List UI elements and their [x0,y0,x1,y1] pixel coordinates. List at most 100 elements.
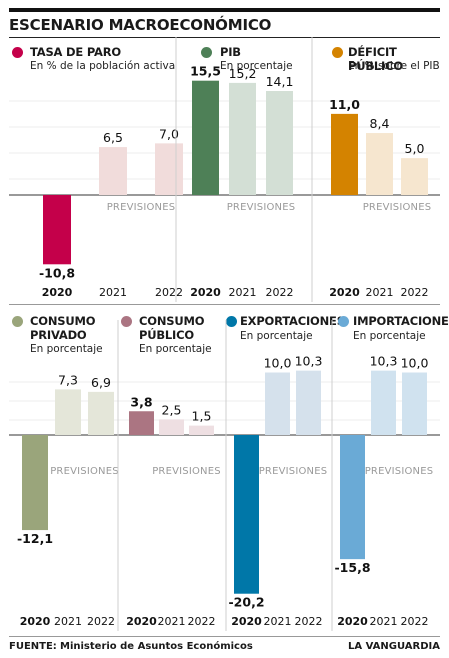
consumo_publico-bar-2021 [159,419,184,435]
consumo_publico-value-label-2020: 3,8 [130,394,152,409]
consumo_privado-value-label-2020: -12,1 [17,531,53,546]
deficit-bar-2021 [366,133,393,195]
deficit-value-label-2022: 5,0 [405,141,425,156]
paro-value-label-2020: -10,8 [39,265,75,280]
paro-title: TASA DE PARO [30,45,121,59]
paro-year-label-2021: 2021 [99,286,127,299]
footer-brand: LA VANGUARDIA [348,641,440,652]
deficit-year-label-2021: 2021 [366,286,394,299]
paro-forecast-label: PREVISIONES [107,202,176,213]
consumo_privado-value-label-2021: 7,3 [58,372,78,387]
importaciones-forecast-label: PREVISIONES [365,466,434,477]
deficit-bar-2022 [401,158,428,195]
consumo_privado-year-label-2022: 2022 [87,615,115,628]
exportaciones-year-label-2022: 2022 [295,615,323,628]
importaciones-subtitle: En porcentaje [353,330,426,342]
row-separator [9,304,440,305]
exportaciones-bar-2021 [265,372,290,435]
importaciones-value-label-2022: 10,0 [401,356,429,371]
exportaciones-year-label-2021: 2021 [264,615,292,628]
pib-year-label-2020: 2020 [190,286,221,299]
consumo-privado-title: CONSUMO PRIVADO [30,314,96,342]
paro-bar-2020 [43,195,71,265]
paro-bar-2022 [155,143,183,195]
importaciones-bar-2021 [371,370,396,435]
consumo_privado-forecast-label: PREVISIONES [50,466,119,477]
deficit-year-label-2022: 2022 [401,286,429,299]
importaciones-title: IMPORTACIONES [353,314,449,328]
consumo_publico-year-label-2021: 2021 [158,615,186,628]
deficit-value-label-2020: 11,0 [329,97,360,112]
importaciones-year-label-2021: 2021 [370,615,398,628]
exportaciones-legend-dot [226,316,237,327]
consumo_publico-year-label-2022: 2022 [188,615,216,628]
exportaciones-bar-2020 [234,435,259,594]
exportaciones-year-label-2020: 2020 [231,615,262,628]
deficit-bar-2020 [331,113,358,195]
exportaciones-forecast-label: PREVISIONES [259,466,328,477]
consumo_privado-year-label-2020: 2020 [20,615,51,628]
brand-text: LA VANGUARDIA [348,641,440,652]
deficit-subtitle: En % sobre el PIB [348,60,440,72]
consumo_publico-bar-2020 [129,411,154,435]
deficit-value-label-2021: 8,4 [370,116,390,131]
consumo_publico-bar-2022 [189,425,214,435]
deficit-year-label-2020: 2020 [329,286,360,299]
pib-title: PIB [220,45,241,59]
source-label: FUENTE: [9,641,57,652]
importaciones-bar-2022 [402,372,427,435]
source-text: Ministerio de Asuntos Económicos [60,641,253,652]
pib-bar-2020 [192,80,219,195]
pib-subtitle: En porcentaje [220,60,293,72]
infographic-title: ESCENARIO MACROECONÓMICO [9,16,272,34]
pib-forecast-label: PREVISIONES [227,202,296,213]
consumo_privado-year-label-2021: 2021 [54,615,82,628]
exportaciones-bar-2022 [296,370,321,435]
pib-bar-2021 [229,82,256,195]
consumo_publico-value-label-2021: 2,5 [162,402,182,417]
pib-bar-2022 [266,91,293,195]
importaciones-value-label-2020: -15,8 [334,560,370,575]
pib-value-label-2020: 15,5 [190,64,221,79]
paro-year-label-2020: 2020 [42,286,73,299]
consumo-publico-title: CONSUMO PÚBLICO [139,314,205,342]
paro-value-label-2022: 7,0 [159,126,179,141]
exportaciones-value-label-2022: 10,3 [295,354,323,369]
consumo_publico-value-label-2022: 1,5 [192,409,212,424]
pib-legend-dot [201,47,212,58]
pib-value-label-2021: 15,2 [229,66,257,81]
top-rule [9,8,440,12]
importaciones-year-label-2020: 2020 [337,615,368,628]
deficit-forecast-label: PREVISIONES [363,202,432,213]
footer-source: FUENTE: Ministerio de Asuntos Económicos [9,641,253,652]
deficit-title: DÉFICIT PÚBLICO [348,45,403,73]
pib-value-label-2022: 14,1 [266,74,294,89]
title-rule [9,37,440,38]
paro-bar-2021 [99,147,127,195]
consumo_privado-bar-2022 [88,391,114,435]
exportaciones-title: EXPORTACIONES [240,314,345,328]
deficit-legend-dot [332,47,343,58]
importaciones-value-label-2021: 10,3 [370,354,398,369]
consumo_privado-bar-2021 [55,389,81,435]
consumo_privado-bar-2020 [22,435,48,531]
consumo_privado-value-label-2022: 6,9 [91,375,111,390]
paro-subtitle: En % de la población activa [30,60,176,72]
exportaciones-value-label-2020: -20,2 [228,595,264,610]
consumo-publico-legend-dot [121,316,132,327]
consumo-privado-legend-dot [12,316,23,327]
importaciones-year-label-2022: 2022 [401,615,429,628]
exportaciones-subtitle: En porcentaje [240,330,313,342]
consumo_publico-year-label-2020: 2020 [126,615,157,628]
pib-year-label-2022: 2022 [266,286,294,299]
paro-legend-dot [12,47,23,58]
paro-year-label-2022: 2022 [155,286,183,299]
consumo-privado-subtitle: En porcentaje [30,343,103,355]
exportaciones-value-label-2021: 10,0 [264,356,292,371]
pib-year-label-2021: 2021 [229,286,257,299]
importaciones-legend-dot [338,316,349,327]
importaciones-bar-2020 [340,435,365,560]
paro-value-label-2021: 6,5 [103,130,123,145]
consumo_publico-forecast-label: PREVISIONES [152,466,221,477]
